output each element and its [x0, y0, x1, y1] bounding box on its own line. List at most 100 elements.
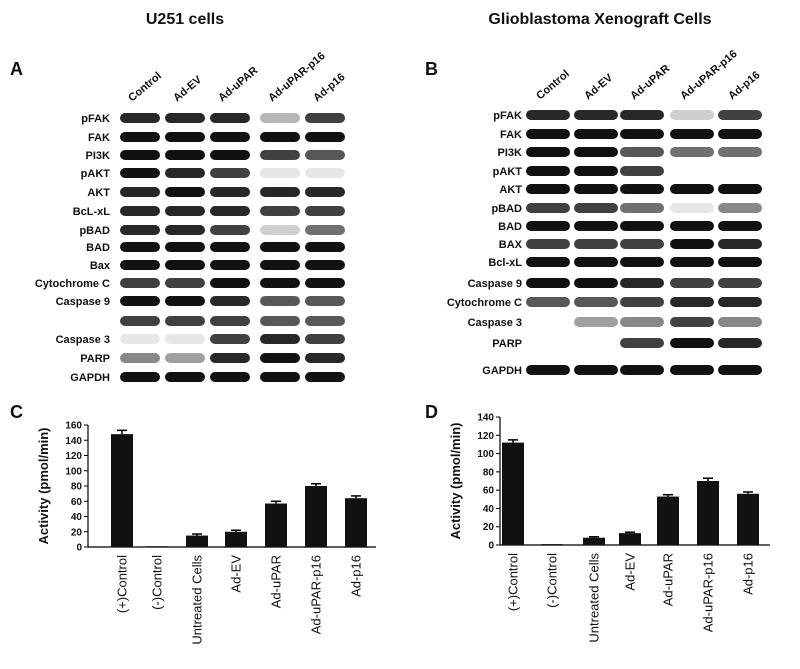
- blot-band: [670, 257, 714, 267]
- blot-band: [120, 206, 160, 216]
- blot-row-label: Cytochrome C: [35, 278, 110, 290]
- y-tick-label: 120: [477, 431, 494, 442]
- blot-band: [305, 316, 345, 326]
- y-tick-label: 60: [71, 497, 83, 508]
- blot-band: [526, 110, 570, 120]
- blot-band: [526, 129, 570, 139]
- x-tick-label: Ad-EV: [622, 553, 638, 591]
- y-tick-label: 100: [477, 449, 494, 460]
- blot-row-label: Caspase 3: [468, 317, 522, 329]
- blot-band: [120, 353, 160, 363]
- lane-label: Ad-p16: [311, 71, 347, 104]
- blot-band: [120, 150, 160, 160]
- blot-band: [620, 147, 664, 157]
- blot-band: [718, 147, 762, 157]
- bar: [619, 533, 641, 545]
- blot-band: [260, 113, 300, 123]
- blot-band: [210, 132, 250, 142]
- x-tick-label: Ad-uPAR-p16: [308, 555, 324, 635]
- blot-row-label: pAKT: [493, 166, 523, 178]
- blot-row-label: GAPDH: [70, 372, 110, 384]
- title: Glioblastoma Xenograft Cells: [488, 11, 711, 28]
- y-tick-label: 60: [483, 486, 495, 497]
- blot-band: [574, 203, 618, 213]
- y-tick-label: 140: [477, 413, 494, 424]
- blot-row-label: BcL-xL: [73, 206, 111, 218]
- blot-row-label: Cytochrome C: [447, 297, 522, 309]
- blot-band: [574, 317, 618, 327]
- y-tick-label: 140: [65, 436, 82, 447]
- blot-band: [260, 278, 300, 288]
- blot-band: [670, 239, 714, 249]
- blot-band: [305, 353, 345, 363]
- blot-band: [165, 168, 205, 178]
- blot-band: [165, 278, 205, 288]
- blot-band: [526, 278, 570, 288]
- blot-band: [670, 221, 714, 231]
- blot-band: [210, 168, 250, 178]
- blot-band: [165, 242, 205, 252]
- y-tick-label: 20: [483, 522, 495, 533]
- blot-band: [526, 239, 570, 249]
- blot-row-label: Bcl-xL: [488, 257, 522, 269]
- blot-band: [120, 316, 160, 326]
- blot-band: [718, 239, 762, 249]
- x-tick-label: Ad-uPAR-p16: [700, 553, 716, 633]
- blot-band: [574, 297, 618, 307]
- blot-band: [260, 334, 300, 344]
- blot-band: [670, 110, 714, 120]
- blot-band: [574, 184, 618, 194]
- blot-band: [526, 365, 570, 375]
- x-tick-label: Ad-p16: [740, 553, 756, 595]
- blot-band: [526, 184, 570, 194]
- blot-band: [210, 372, 250, 382]
- blot-band: [620, 297, 664, 307]
- blot-band: [120, 113, 160, 123]
- blot-band: [165, 334, 205, 344]
- blot-row-label: pBAD: [491, 203, 522, 215]
- bar: [225, 531, 247, 547]
- blot-band: [120, 296, 160, 306]
- blot-band: [670, 203, 714, 213]
- blot-row-label: pBAD: [79, 225, 110, 237]
- bar: [502, 442, 524, 545]
- blot-row-label: BAD: [498, 221, 522, 233]
- blot-band: [620, 278, 664, 288]
- blot-band: [305, 296, 345, 306]
- blot-band: [574, 221, 618, 231]
- blot-band: [210, 242, 250, 252]
- blot-band: [718, 338, 762, 348]
- blot-band: [670, 129, 714, 139]
- blot-band: [670, 365, 714, 375]
- blot-band: [210, 334, 250, 344]
- blot-band: [718, 257, 762, 267]
- blot-band: [260, 225, 300, 235]
- blot-band: [620, 110, 664, 120]
- blot-band: [620, 257, 664, 267]
- blot-band: [210, 206, 250, 216]
- blot-band: [165, 187, 205, 197]
- bar: [265, 503, 287, 547]
- blot-band: [620, 184, 664, 194]
- blot-band: [260, 296, 300, 306]
- blot-band: [620, 365, 664, 375]
- lane-label: Ad-EV: [582, 71, 616, 102]
- blot-row-label: pAKT: [81, 168, 111, 180]
- blot-band: [210, 296, 250, 306]
- blot-band: [305, 242, 345, 252]
- blot-band: [210, 278, 250, 288]
- blot-row-label: Caspase 9: [56, 296, 110, 308]
- y-tick-label: 80: [483, 467, 495, 478]
- blot-band: [260, 168, 300, 178]
- panel-label: A: [10, 59, 23, 79]
- lane-label: Ad-uPAR: [216, 65, 260, 105]
- blot-band: [120, 372, 160, 382]
- bar: [697, 481, 719, 545]
- blot-band: [670, 338, 714, 348]
- blot-band: [120, 278, 160, 288]
- blot-band: [718, 203, 762, 213]
- blot-band: [305, 132, 345, 142]
- blot-band: [718, 365, 762, 375]
- blot-band: [574, 257, 618, 267]
